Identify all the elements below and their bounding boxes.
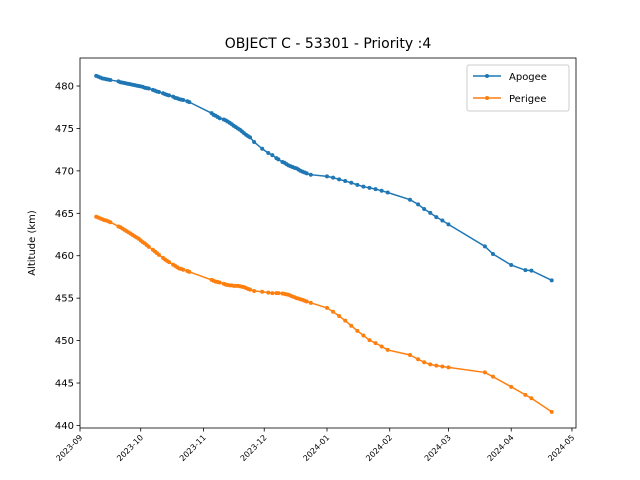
apogee-point <box>156 89 161 94</box>
apogee-point <box>276 157 281 162</box>
apogee-point <box>181 98 186 103</box>
apogee-point <box>266 151 271 156</box>
apogee-point <box>361 184 366 189</box>
perigee-point <box>549 409 554 414</box>
apogee-point <box>308 172 313 177</box>
apogee-point <box>270 153 275 158</box>
y-axis-label: Altitude (km) <box>27 210 38 276</box>
perigee-point <box>434 363 439 368</box>
y-tick-label: 450 <box>55 336 74 347</box>
apogee-point <box>440 218 445 223</box>
perigee-point <box>407 353 412 358</box>
y-tick-label: 475 <box>55 124 74 135</box>
apogee-point <box>491 252 495 257</box>
perigee-point <box>482 370 487 375</box>
apogee-point <box>385 190 390 195</box>
apogee-point <box>379 188 384 193</box>
apogee-point <box>331 175 336 180</box>
apogee-point <box>167 93 172 98</box>
perigee-point <box>529 396 534 401</box>
perigee-point <box>428 362 433 367</box>
apogee-point <box>367 185 372 190</box>
perigee-point <box>331 309 336 314</box>
apogee-point <box>248 135 253 140</box>
apogee-point <box>217 116 222 121</box>
perigee-point <box>337 313 342 318</box>
perigee-point <box>373 341 378 346</box>
apogee-point <box>349 180 354 185</box>
y-tick-label: 465 <box>55 209 74 220</box>
apogee-series <box>94 73 554 283</box>
perigee-point <box>446 365 451 370</box>
perigee-point <box>181 267 186 272</box>
perigee-point <box>416 357 421 362</box>
perigee-point <box>379 344 384 349</box>
legend-perigee-label: Perigee <box>509 94 546 105</box>
apogee-point <box>428 210 433 215</box>
chart-title: OBJECT C - 53301 - Priority :4 <box>225 36 432 52</box>
perigee-point <box>355 328 360 333</box>
legend: Apogee Perigee <box>466 64 570 112</box>
perigee-point <box>304 299 309 304</box>
perigee-point <box>108 220 113 225</box>
apogee-point <box>260 146 265 151</box>
perigee-point <box>167 260 172 265</box>
apogee-point <box>373 187 378 192</box>
apogee-point <box>529 268 534 273</box>
perigee-point <box>156 252 161 257</box>
y-tick-label: 470 <box>55 166 74 177</box>
apogee-point <box>324 174 329 179</box>
apogee-point <box>252 140 257 145</box>
perigee-point <box>440 364 445 369</box>
perigee-point <box>217 280 222 285</box>
apogee-point <box>523 268 528 273</box>
apogee-point <box>407 197 412 202</box>
y-tick-label: 480 <box>55 82 74 93</box>
apogee-point <box>416 202 421 207</box>
legend-apogee-label: Apogee <box>509 72 547 83</box>
perigee-point <box>367 338 372 343</box>
y-tick-label: 460 <box>55 251 74 262</box>
apogee-point <box>434 215 439 220</box>
legend-apogee-marker <box>485 74 489 78</box>
perigee-point <box>509 384 514 389</box>
perigee-point <box>324 305 329 310</box>
apogee-point <box>355 182 360 187</box>
perigee-point <box>361 333 366 338</box>
apogee-point <box>343 179 348 184</box>
perigee-point <box>523 392 528 397</box>
perigee-point <box>248 287 253 292</box>
perigee-point <box>343 318 348 323</box>
perigee-point <box>252 288 257 293</box>
perigee-point <box>422 360 427 365</box>
apogee-point <box>337 177 342 182</box>
perigee-point <box>491 374 495 379</box>
perigee-point <box>146 244 151 249</box>
perigee-point <box>266 290 271 295</box>
apogee-point <box>549 278 554 283</box>
perigee-series <box>94 214 554 414</box>
apogee-point <box>509 263 514 268</box>
perigee-point <box>276 291 281 296</box>
legend-perigee-marker <box>485 96 489 100</box>
apogee-point <box>108 78 113 83</box>
y-tick-label: 445 <box>55 379 74 390</box>
apogee-point <box>482 244 487 249</box>
y-tick-label: 455 <box>55 294 74 305</box>
perigee-point <box>349 323 354 328</box>
perigee-point <box>385 347 390 352</box>
y-tick-label: 440 <box>55 421 74 432</box>
perigee-point <box>270 291 275 296</box>
apogee-point <box>304 171 309 176</box>
apogee-point <box>422 207 427 212</box>
perigee-point <box>308 300 313 305</box>
perigee-point <box>187 269 192 274</box>
apogee-point <box>446 222 451 227</box>
perigee-point <box>260 289 265 294</box>
apogee-point <box>187 100 192 105</box>
apogee-point <box>146 86 151 91</box>
plot-frame <box>79 57 577 429</box>
